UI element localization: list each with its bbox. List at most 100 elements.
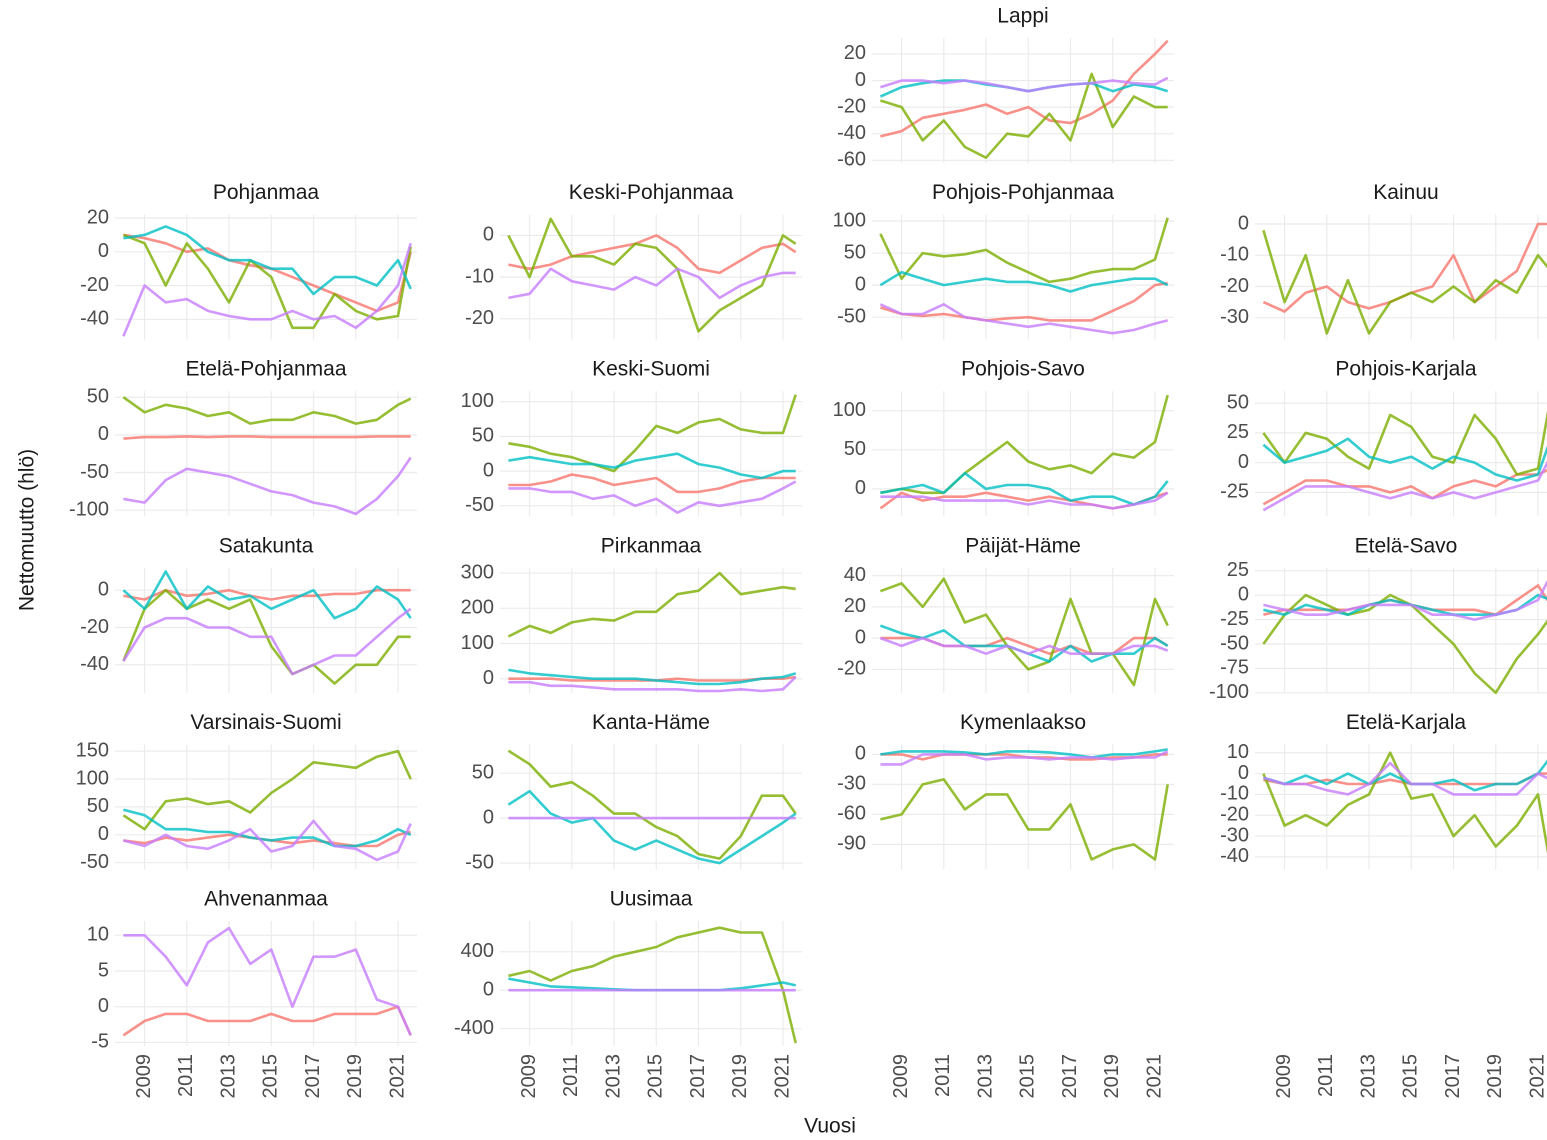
y-tick-label: -20 — [837, 95, 866, 117]
y-tick-label: 50 — [844, 438, 866, 460]
panel-title: Ahvenanmaa — [204, 888, 328, 911]
series-line — [879, 636, 1169, 655]
x-tick-label: 2013 — [602, 1054, 624, 1099]
x-tick-label: 2011 — [1315, 1054, 1337, 1097]
y-tick-label: -400 — [454, 1017, 494, 1039]
panel-title: Kainuu — [1373, 181, 1438, 204]
y-tick-label: 50 — [87, 386, 109, 408]
series-line — [508, 473, 796, 494]
series-line — [880, 471, 1169, 506]
series-line — [880, 281, 1168, 322]
y-tick-label: 0 — [98, 240, 109, 262]
y-tick-label: -50 — [80, 461, 109, 483]
series-line — [879, 271, 1169, 293]
y-tick-label: 0 — [855, 477, 866, 499]
y-tick-label: 0 — [855, 69, 866, 91]
panel-title: Etelä-Pohjanmaa — [185, 358, 346, 381]
series-line — [880, 72, 1168, 159]
y-tick-label: 0 — [483, 224, 494, 246]
series-line — [1262, 410, 1547, 476]
y-tick-label: 100 — [461, 390, 494, 412]
x-tick-label: 2019 — [1484, 1054, 1506, 1099]
x-tick-label: 2009 — [1273, 1054, 1295, 1099]
x-tick-label: 2011 — [175, 1054, 197, 1097]
y-tick-label: 100 — [833, 399, 866, 421]
series-line — [508, 668, 797, 686]
y-tick-label: -10 — [1220, 783, 1249, 805]
y-tick-label: 20 — [844, 595, 866, 617]
y-tick-label: -10 — [1220, 244, 1249, 266]
series-line — [1262, 222, 1547, 313]
y-tick-label: -75 — [1220, 657, 1249, 679]
y-tick-label: -40 — [837, 122, 866, 144]
series-line — [508, 926, 797, 1044]
y-tick-label: 100 — [76, 767, 109, 789]
y-tick-label: -100 — [69, 498, 109, 520]
x-tick-label: 2017 — [302, 1054, 324, 1099]
series-line — [1263, 761, 1547, 796]
series-line — [123, 456, 412, 516]
y-tick-label: 0 — [98, 823, 109, 845]
panel-title: Satakunta — [219, 534, 314, 557]
y-tick-label: -30 — [1220, 824, 1249, 846]
series-line — [122, 1005, 412, 1037]
series-line — [1262, 437, 1547, 482]
series-line — [123, 225, 412, 296]
y-tick-label: -60 — [837, 149, 866, 171]
series-line — [880, 491, 1169, 510]
x-tick-label: 2009 — [133, 1054, 155, 1099]
y-tick-label: -90 — [837, 833, 866, 855]
series-line — [122, 242, 412, 337]
panel-title: Pohjois-Karjala — [1335, 358, 1477, 381]
y-tick-label: 40 — [844, 564, 866, 586]
x-tick-label: 2017 — [1442, 1054, 1464, 1099]
y-tick-label: 400 — [461, 940, 494, 962]
y-tick-label: -25 — [1220, 608, 1249, 630]
y-tick-label: -50 — [837, 305, 866, 327]
y-tick-label: 5 — [98, 959, 109, 981]
y-tick-label: 0 — [98, 995, 109, 1017]
y-tick-label: 0 — [1238, 762, 1249, 784]
y-tick-label: 150 — [76, 739, 109, 761]
series-line — [508, 267, 796, 300]
panel-title: Lappi — [997, 5, 1048, 28]
panel-title: Etelä-Karjala — [1346, 711, 1467, 734]
series-line — [879, 303, 1169, 335]
panel-title: Päijät-Häme — [965, 534, 1081, 557]
y-tick-label: 300 — [461, 561, 494, 583]
series-line — [507, 571, 796, 638]
series-line — [508, 452, 796, 480]
series-line — [1262, 460, 1547, 512]
panel-title: Kanta-Häme — [592, 711, 710, 734]
y-tick-label: 0 — [1238, 451, 1249, 473]
panel-title: Uusimaa — [610, 888, 693, 911]
series-line — [508, 676, 797, 693]
y-tick-label: 10 — [87, 924, 109, 946]
panel-title: Pohjanmaa — [213, 181, 320, 204]
y-tick-label: 0 — [483, 459, 494, 481]
y-tick-label: -20 — [80, 274, 109, 296]
y-tick-label: 25 — [1227, 559, 1249, 581]
series-line — [122, 749, 412, 831]
x-tick-label: 2021 — [386, 1054, 408, 1099]
y-tick-label: -40 — [1220, 845, 1249, 867]
x-tick-label: 2017 — [687, 1054, 709, 1099]
y-tick-label: 0 — [483, 806, 494, 828]
y-tick-label: 0 — [855, 273, 866, 295]
y-tick-label: -10 — [465, 265, 494, 287]
panel-title: Etelä-Savo — [1355, 534, 1458, 557]
y-tick-label: 100 — [833, 209, 866, 231]
y-tick-label: -60 — [837, 803, 866, 825]
y-tick-label: 50 — [472, 761, 494, 783]
panel-title: Pirkanmaa — [601, 534, 702, 557]
y-tick-label: -20 — [1220, 804, 1249, 826]
y-tick-label: -50 — [80, 851, 109, 873]
y-tick-label: -20 — [837, 658, 866, 680]
panel-title: Pohjois-Savo — [961, 358, 1085, 381]
x-tick-label: 2015 — [1017, 1054, 1039, 1099]
x-tick-label: 2017 — [1059, 1054, 1081, 1099]
x-tick-label: 2019 — [1101, 1054, 1123, 1099]
series-line — [1263, 584, 1547, 616]
y-tick-label: -100 — [1209, 681, 1249, 703]
